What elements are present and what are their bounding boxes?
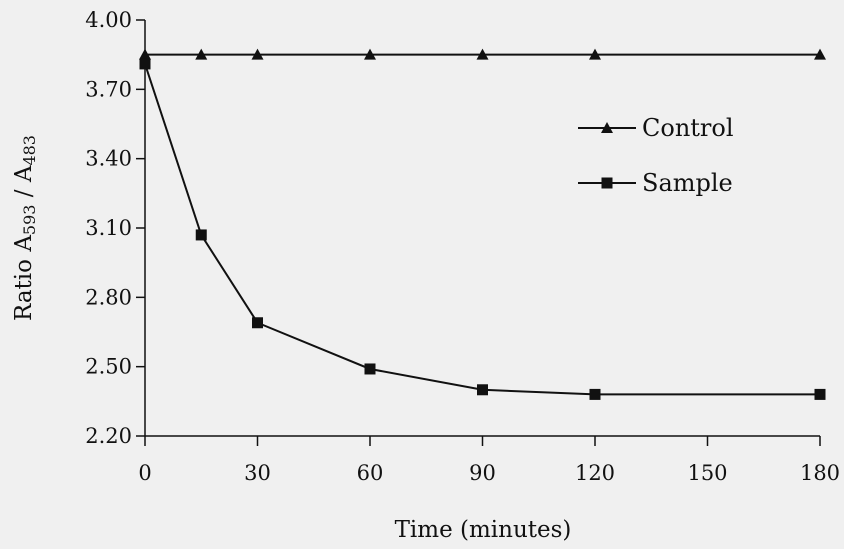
legend-control-label: Control [642,114,734,142]
series-sample-point [195,229,207,241]
series-sample-point [139,58,151,70]
x-tick-label: 90 [469,461,496,485]
series-sample-point [364,363,376,375]
series-layer [139,48,826,400]
series-sample [139,58,826,400]
y-tick-label: 3.70 [85,77,132,101]
y-axis-title: Ratio A593 / A483 [11,135,39,321]
legend-item-sample: Sample [578,169,733,197]
y-ticks: 4.00 3.70 3.40 3.10 2.80 2.50 2.20 [85,8,145,448]
y-tick-label: 2.50 [85,355,132,379]
x-tick-label: 150 [687,461,727,485]
y-tick-label: 2.20 [85,424,132,448]
x-axis: 0 30 60 90 120 150 180 [138,435,840,485]
x-axis-title: Time (minutes) [395,517,572,543]
series-control-point [364,48,376,60]
y-tick-label: 3.40 [85,147,132,171]
y-tick-label: 3.10 [85,216,132,240]
x-tick-label: 0 [138,461,151,485]
series-control-point [589,48,601,60]
y-tick-label: 4.00 [85,8,132,32]
legend: Control Sample [578,114,734,197]
series-control-point [139,48,151,60]
series-control-point [814,48,826,60]
legend-control-marker [601,122,613,133]
legend-sample-label: Sample [642,169,733,197]
y-axis-title-main: Ratio A [11,235,37,321]
x-tick-label: 180 [800,461,840,485]
y-tick-label: 2.80 [85,285,132,309]
legend-item-control: Control [578,114,734,142]
x-tick-label: 120 [575,461,615,485]
series-sample-point [252,317,263,329]
series-control-point [476,48,489,60]
legend-sample-marker [601,177,613,189]
y-axis: 4.00 3.70 3.40 3.10 2.80 2.50 2.20 [85,8,146,448]
y-axis-title-sub-1: 593 [20,205,39,236]
series-control-point [195,48,208,60]
series-sample-point [814,388,826,400]
series-sample-point [477,384,488,396]
series-control-point [251,48,264,60]
series-control [139,48,826,60]
y-axis-title-separator: / A [11,165,37,204]
series-sample-point [589,388,601,400]
x-tick-label: 30 [244,461,271,485]
x-tick-label: 60 [357,461,384,485]
x-ticks: 0 30 60 90 120 150 180 [138,436,840,485]
y-axis-title-sub-2: 483 [20,135,39,166]
